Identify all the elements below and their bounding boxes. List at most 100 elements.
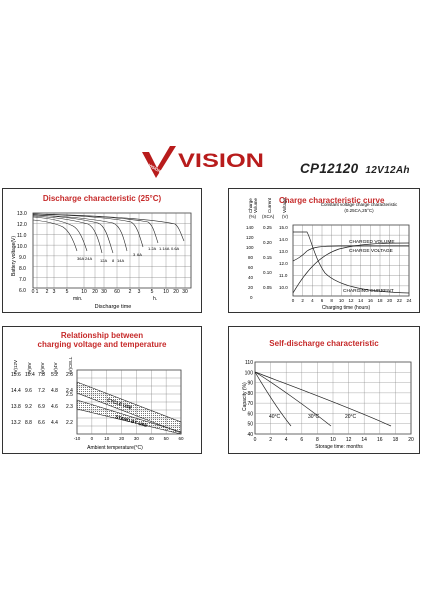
y-tick: 80: [248, 255, 254, 260]
relationship-x-ticks: -10 0 10 20 30 40 50 60: [74, 436, 184, 441]
y-tick: 15.0: [279, 225, 288, 230]
col-head: (V)12V: [13, 360, 18, 374]
x-tick: 5: [66, 289, 69, 295]
selfdischarge-x-ticks: 0 2 4 6 8 10 12 14 16 18 20: [254, 437, 414, 443]
x-tick: 2: [269, 437, 272, 443]
logo-v-tag: VISION: [148, 163, 162, 174]
x-tick: 1: [36, 289, 39, 295]
y-tick: 6.0: [19, 288, 26, 294]
table-cell: 14.4: [11, 388, 21, 394]
x-tick: -10: [74, 436, 81, 441]
table-cell: 8.8: [25, 420, 32, 426]
extra-tick: 2.5: [66, 392, 73, 398]
x-tick: 50: [164, 436, 170, 441]
relationship-rows: 15.6 10.4 7.8 5.2 2.6 14.4 9.6 7.2 4.8 2.4 13.8 9.2…: [11, 372, 73, 426]
x-tick: 0: [254, 437, 257, 443]
y-tick: 0.10: [263, 270, 272, 275]
model-capacity: 12V12Ah: [365, 165, 410, 176]
y-tick: 11.0: [17, 233, 27, 239]
y-tick: 40: [248, 275, 254, 280]
y-tick: 110: [245, 360, 253, 366]
y-tick: 9.0: [19, 255, 26, 261]
standby-use-band: [76, 399, 182, 435]
table-cell: 6.9: [38, 404, 45, 410]
brand-logo: VISION VISION: [142, 146, 264, 178]
charge-voltage-ticks: 15.0 14.0 13.0 12.0 11.0 10.0: [279, 225, 288, 290]
y-tick: 8.0: [19, 266, 26, 272]
charge-chart: Charge Volume Current Voltage (%) (XCA) …: [246, 197, 412, 311]
charge-x-label: Charging time (hours): [322, 305, 371, 311]
x-tick: 10: [104, 436, 110, 441]
temp-label: 20°C: [345, 414, 357, 420]
y-tick: 12.0: [17, 222, 27, 228]
header-current: Current: [267, 197, 272, 213]
temp-label: 40°C: [269, 414, 281, 420]
curve-label: 1.14A: [159, 246, 170, 251]
col-head: (V)8V: [27, 362, 32, 374]
model-name: CP12120: [300, 161, 359, 176]
charged-volume-curve: [292, 242, 410, 294]
x-tick: 18: [377, 298, 383, 303]
relationship-x-label: Ambient temperature(°C): [87, 445, 143, 451]
x-tick: 10: [163, 289, 169, 295]
discharge-curve: [32, 213, 185, 242]
curve-label: CHARGING CURRENT: [343, 288, 394, 294]
selfdischarge-panel: Self-discharge characteristic Capacity (…: [228, 326, 420, 454]
charge-condition: Constant voltage charge characteristic: [321, 202, 398, 207]
x-tick: 20: [119, 436, 125, 441]
relationship-title-2: charging voltage and temperature: [37, 340, 167, 349]
charge-volume-ticks: 140 120 100 80 60 40 20 0: [246, 225, 254, 300]
selfdischarge-chart: Capacity (%) 110 100 90 80 70 60 50 40 0 2 4 6 8 10 1…: [242, 360, 414, 450]
table-cell: 15.6: [11, 372, 21, 378]
x-tick: 18: [393, 437, 399, 443]
discharge-curve: [32, 213, 144, 248]
unit-h: h.: [153, 296, 157, 302]
table-cell: 4.4: [51, 420, 58, 426]
y-tick: 0.25: [263, 225, 272, 230]
charge-panel: Charge characteristic curve Charge Volum…: [228, 188, 420, 313]
table-cell: 9.2: [25, 404, 32, 410]
relationship-chart: (V)12V (V)8V (V)6V (V)4V (V)CELL 15.6 10.…: [11, 356, 184, 451]
discharge-x-ticks: 0 1 2 3 5 10 20 30 60 2 3 5 10 20 30: [32, 289, 188, 295]
discharge-curve: [32, 213, 159, 244]
table-cell: 6.6: [38, 420, 45, 426]
header-volume-2: Volume: [253, 197, 258, 213]
charging-current-curve: [293, 231, 410, 294]
x-tick: 12: [346, 437, 352, 443]
col-head: (V)4V: [53, 362, 58, 374]
y-tick: 60: [248, 265, 254, 270]
table-cell: 13.8: [11, 404, 21, 410]
charge-voltage-curve: [292, 245, 409, 262]
selfdischarge-x-label: Storage time: months: [315, 444, 363, 450]
charge-header-labels: Charge Volume Current Voltage (%) (XCA) …: [248, 197, 289, 219]
charge-x-ticks: 0 2 4 6 8 10 12 14 16 18 20 22 24: [292, 298, 412, 303]
charge-title: Charge characteristic curve: [279, 196, 385, 205]
x-tick: 0: [91, 436, 94, 441]
discharge-y-ticks: 13.0 12.0 11.0 10.0 9.0 8.0 7.0 6.0: [17, 211, 27, 294]
curve-label: 24A: [85, 256, 92, 261]
x-tick: 10: [81, 289, 87, 295]
y-tick: 12.0: [279, 261, 288, 266]
table-cell: 4.8: [51, 388, 58, 394]
x-tick: 2: [46, 289, 49, 295]
y-tick: 100: [246, 245, 254, 250]
curve-30c: [254, 371, 332, 427]
x-tick: 0: [32, 289, 35, 295]
curve-20c: [254, 371, 392, 427]
y-tick: 100: [245, 370, 254, 376]
x-tick: 10: [330, 437, 336, 443]
col-head: (V)CELL: [68, 356, 73, 374]
x-tick: 60: [178, 436, 184, 441]
curve-label: 12A: [100, 258, 107, 263]
x-tick: 0: [292, 298, 295, 303]
temp-label: 30°C: [308, 414, 320, 420]
x-tick: 3: [53, 289, 56, 295]
x-tick: 30: [101, 289, 107, 295]
curve-40c: [254, 371, 292, 427]
x-tick: 24: [406, 298, 412, 303]
discharge-curve: [32, 214, 114, 254]
y-tick: 120: [246, 235, 254, 240]
x-tick: 14: [358, 298, 364, 303]
table-cell: 7.2: [38, 388, 45, 394]
y-tick: 40: [247, 432, 253, 438]
